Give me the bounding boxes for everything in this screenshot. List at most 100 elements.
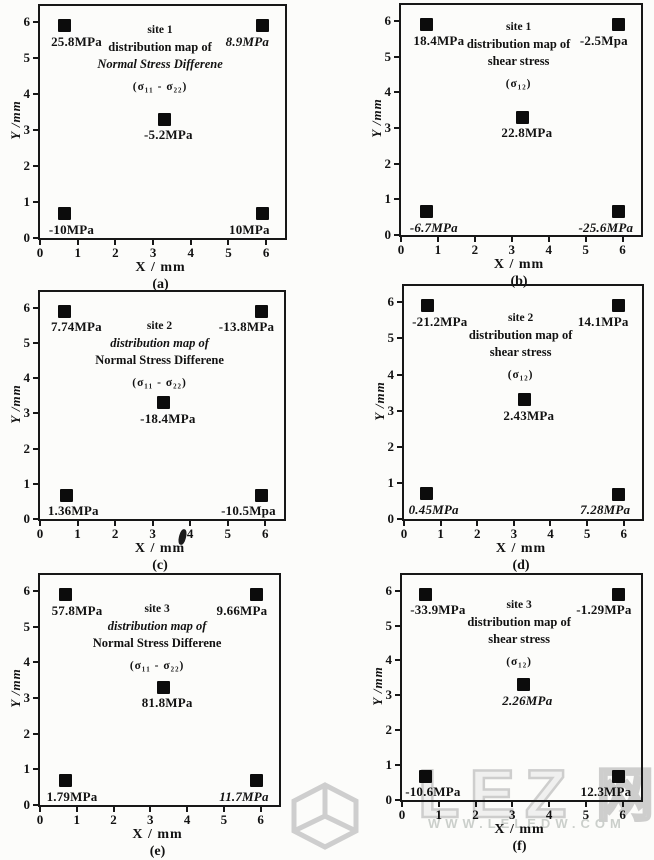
y-tick-label: 0 — [23, 511, 31, 526]
y-tick-label: 0 — [384, 227, 392, 242]
data-point-marker — [250, 774, 264, 788]
data-point-value: 9.66MPa — [216, 602, 268, 618]
y-tick-label: 1 — [23, 761, 31, 777]
x-tick-label: 5 — [583, 526, 591, 541]
data-point-value: 12.3MPa — [580, 784, 632, 800]
data-point-marker — [255, 19, 269, 33]
x-tick-label: 6 — [262, 245, 270, 260]
x-tick-label: 1 — [437, 526, 444, 541]
y-axis-label: Y /mm — [7, 668, 23, 708]
x-tick-label: 1 — [73, 812, 81, 827]
panel-title-line: site 1 — [505, 21, 532, 33]
data-point-marker — [254, 304, 268, 318]
y-tick-label: 3 — [384, 120, 392, 136]
y-axis-tick — [395, 659, 400, 662]
x-axis-tick — [622, 521, 625, 526]
x-axis-tick — [76, 521, 79, 526]
y-axis-tick — [33, 768, 38, 771]
x-axis-tick — [114, 521, 117, 526]
data-point-marker — [255, 207, 269, 221]
panel-title: site 1 distribution map of Normal Stress D… — [67, 22, 253, 96]
x-tick-label: 5 — [582, 242, 589, 257]
x-tick-label: 4 — [186, 526, 194, 541]
y-tick-label: 0 — [23, 230, 31, 245]
x-axis-tick — [548, 802, 551, 807]
y-tick-label: 4 — [385, 652, 393, 668]
y-tick-label: 5 — [384, 48, 392, 64]
x-axis-label: X / mm — [494, 822, 545, 837]
x-tick-label: 4 — [545, 807, 553, 822]
data-point-value: 81.8MPa — [141, 695, 193, 711]
y-axis-tick — [33, 93, 38, 96]
panel-title-line: distribution map of — [468, 328, 573, 342]
x-tick-label: 1 — [74, 245, 81, 260]
y-tick-label: 0 — [385, 792, 393, 807]
y-axis-tick — [33, 21, 38, 24]
data-point-marker — [612, 205, 626, 219]
x-tick-label: 0 — [36, 812, 44, 827]
data-point-value: 18.4MPa — [413, 32, 465, 48]
data-point-value: 22.8MPa — [501, 125, 553, 141]
y-axis-tick — [397, 445, 402, 448]
y-axis-tick — [33, 732, 38, 735]
y-axis-tick — [394, 91, 399, 94]
y-tick-label: 4 — [23, 654, 31, 670]
x-tick-label: 2 — [110, 812, 117, 827]
x-axis-tick — [586, 521, 589, 526]
data-point-value: -10MPa — [48, 221, 95, 237]
data-point-marker — [157, 396, 171, 410]
y-axis-tick — [33, 237, 38, 239]
x-axis-tick — [510, 237, 513, 242]
data-point-marker — [58, 588, 72, 602]
panel-title-line: Normal Stress Differene — [97, 57, 223, 71]
y-tick-label: 4 — [387, 366, 395, 382]
panel-title-line: (σ₁₂) — [505, 78, 532, 90]
y-tick-label: 3 — [23, 690, 31, 706]
x-axis-tick — [621, 237, 624, 242]
panel-title-line: Normal Stress Differene — [92, 636, 222, 650]
data-point-marker — [419, 587, 433, 601]
y-axis-label: Y /mm — [369, 665, 385, 706]
x-axis-label: X / mm — [135, 260, 186, 275]
y-axis-label: Y /mm — [368, 98, 384, 138]
x-axis-tick — [265, 240, 268, 245]
x-axis-tick — [436, 237, 439, 242]
data-point-value: -5.2MPa — [144, 127, 193, 143]
watermark-logo-text: LEZ — [417, 755, 577, 834]
x-axis-tick — [222, 807, 225, 812]
y-axis-tick — [33, 412, 38, 415]
x-axis-tick — [401, 802, 403, 807]
x-axis-tick — [226, 521, 229, 526]
data-point-value: 57.8MPa — [51, 602, 103, 618]
y-tick-label: 6 — [384, 13, 392, 29]
plot-area: 0 1 2 3 4 5 6 0 1 2 3 4 5 6 site 3 distribution map of N… — [24, 573, 281, 827]
x-tick-label: 2 — [112, 245, 119, 260]
y-axis-label: Y /mm — [371, 380, 387, 421]
x-axis-tick — [511, 802, 514, 807]
y-axis-tick — [394, 55, 399, 58]
panel-title-line: (σ₁₁ - σ₂₂) — [132, 81, 188, 93]
y-axis-tick — [33, 129, 38, 132]
y-axis-tick — [33, 518, 38, 520]
data-point-value: 0.45MPa — [408, 501, 459, 517]
chart-panel-c: 0 1 2 3 4 5 6 0 1 2 3 4 5 6 site 2 distribution map of N… — [8, 290, 286, 573]
panel-title-line: site 2 — [507, 312, 534, 324]
data-point-marker — [57, 304, 71, 318]
data-point-marker — [250, 588, 264, 602]
y-tick-label: 2 — [385, 722, 393, 738]
panel-title-line: Normal Stress Differene — [95, 353, 224, 367]
y-tick-label: 6 — [23, 299, 31, 315]
y-tick-label: 6 — [23, 14, 31, 30]
x-tick-label: 5 — [224, 526, 231, 541]
data-point-value: 25.8MPa — [51, 33, 102, 49]
x-axis-tick — [259, 807, 262, 812]
x-tick-label: 2 — [111, 526, 119, 541]
data-point-value: -10.6MPa — [405, 784, 461, 800]
data-point-marker — [254, 488, 268, 502]
data-point-value: -21.2MPa — [412, 313, 468, 329]
panel-letter: (c) — [152, 558, 168, 573]
x-axis-tick — [186, 807, 189, 812]
plot-area: 0 1 2 3 4 5 6 0 1 2 3 4 5 6 site 3 distribution map of s… — [386, 573, 643, 822]
y-tick-label: 5 — [23, 50, 31, 66]
